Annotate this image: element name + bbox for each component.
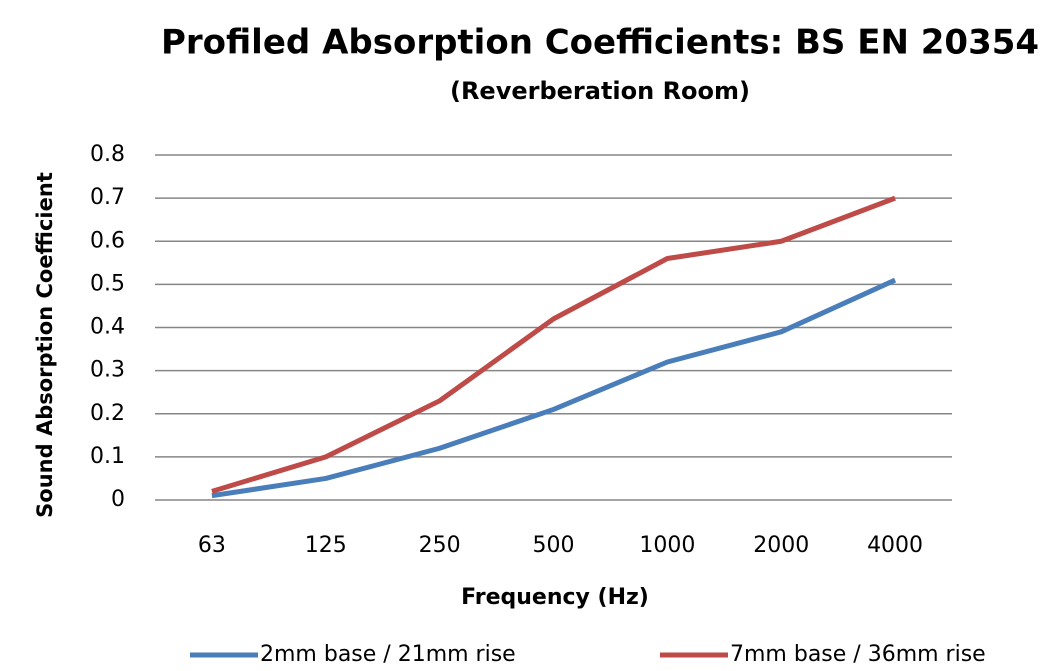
- x-tick-label: 125: [305, 533, 347, 558]
- y-tick-label: 0.4: [90, 315, 125, 340]
- y-tick-label: 0.7: [90, 185, 125, 210]
- chart-subtitle: (Reverberation Room): [450, 77, 750, 105]
- x-tick-label: 500: [533, 533, 575, 558]
- y-tick-label: 0.8: [90, 142, 125, 167]
- x-tick-label: 2000: [753, 533, 809, 558]
- y-tick-label: 0.6: [90, 228, 125, 253]
- x-tick-label: 250: [419, 533, 461, 558]
- legend-label: 2mm base / 21mm rise: [260, 642, 516, 667]
- y-tick-label: 0: [111, 487, 125, 512]
- legend-label: 7mm base / 36mm rise: [730, 642, 986, 667]
- x-axis-label: Frequency (Hz): [461, 585, 649, 610]
- chart-title: Profiled Absorption Coefficients: BS EN …: [161, 23, 1039, 63]
- series-line: [211, 277, 897, 499]
- x-tick-label: 4000: [867, 533, 923, 558]
- y-tick-label: 0.2: [90, 401, 125, 426]
- x-tick-label: 63: [198, 533, 226, 558]
- y-axis-label: Sound Absorption Coefficient: [33, 172, 57, 518]
- y-tick-label: 0.3: [90, 358, 125, 383]
- series-line: [211, 195, 896, 494]
- y-tick-label: 0.1: [90, 444, 125, 469]
- y-tick-label: 0.5: [90, 271, 125, 296]
- x-tick-label: 1000: [639, 533, 695, 558]
